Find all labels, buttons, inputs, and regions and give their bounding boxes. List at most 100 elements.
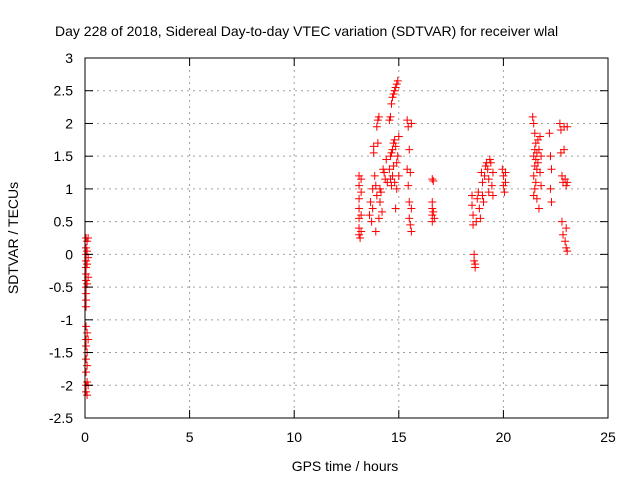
data-point: [559, 230, 568, 239]
data-point: [428, 175, 437, 184]
data-point: [484, 188, 493, 197]
data-point: [563, 122, 572, 131]
data-point: [355, 204, 364, 213]
data-point: [357, 211, 366, 220]
data-point: [392, 158, 401, 167]
data-point: [486, 158, 495, 167]
data-point: [405, 214, 414, 223]
data-point: [82, 387, 91, 396]
data-point: [373, 139, 382, 148]
data-point: [484, 175, 493, 184]
data-points: [82, 76, 572, 400]
y-tick-label: -2.5: [49, 410, 73, 426]
data-point: [430, 214, 439, 223]
data-point: [557, 217, 566, 226]
data-point: [357, 227, 366, 236]
data-point: [534, 145, 543, 154]
data-point: [394, 171, 403, 180]
data-point: [483, 165, 492, 174]
data-point: [407, 204, 416, 213]
data-point: [367, 217, 376, 226]
data-point: [406, 220, 415, 229]
data-point: [389, 139, 398, 148]
data-point: [374, 112, 383, 121]
data-point: [355, 181, 364, 190]
data-point: [545, 129, 554, 138]
data-point: [561, 175, 570, 184]
data-point: [478, 191, 487, 200]
y-tick-label: -2: [61, 377, 74, 393]
data-point: [372, 191, 381, 200]
data-point: [537, 181, 546, 190]
data-point: [83, 361, 92, 370]
data-point: [501, 178, 510, 187]
data-point: [394, 132, 403, 141]
data-point: [529, 119, 538, 128]
data-point: [373, 116, 382, 125]
data-point: [82, 342, 91, 350]
data-point: [562, 224, 571, 233]
data-point: [429, 177, 438, 186]
data-point: [536, 168, 545, 177]
data-point: [390, 86, 399, 95]
y-tick-label: 0.5: [54, 214, 74, 230]
data-point: [536, 132, 545, 141]
y-tick-label: 2.5: [54, 83, 74, 99]
data-point: [533, 135, 542, 144]
data-point: [355, 171, 364, 180]
data-point: [382, 155, 391, 164]
data-point: [357, 175, 366, 184]
data-point: [391, 142, 400, 151]
data-point: [481, 162, 490, 170]
data-point: [546, 152, 555, 161]
data-point: [378, 207, 387, 216]
data-point: [385, 116, 394, 125]
data-point: [385, 165, 394, 174]
data-point: [500, 188, 509, 197]
data-point: [391, 204, 400, 213]
data-point: [404, 181, 413, 190]
data-point: [501, 168, 510, 177]
data-point: [365, 211, 374, 220]
data-point: [478, 178, 487, 187]
data-point: [366, 198, 375, 206]
data-point: [388, 93, 397, 102]
data-point: [471, 263, 480, 272]
grid: [85, 58, 608, 418]
y-axis-tick-labels: -2.5 -2 -1.5 -1 -0.5 0 0.5 1 1.5 2 2.5 3: [49, 50, 73, 426]
data-point: [532, 194, 541, 203]
data-point: [428, 217, 437, 226]
x-tick-label: 15: [391, 429, 407, 445]
data-point: [355, 230, 364, 239]
data-point: [386, 175, 395, 184]
data-point: [531, 155, 540, 164]
data-point: [374, 214, 383, 223]
data-point: [387, 99, 396, 108]
x-axis-title: GPS time / hours: [292, 458, 399, 474]
x-tick-label: 0: [81, 429, 89, 445]
data-point: [406, 168, 415, 177]
data-point: [531, 178, 540, 187]
data-point: [386, 152, 395, 161]
data-point: [563, 247, 572, 256]
data-point: [468, 191, 477, 200]
data-point: [476, 214, 485, 223]
data-point: [488, 191, 497, 200]
data-point: [83, 279, 92, 288]
data-point: [368, 204, 377, 213]
data-point: [470, 256, 479, 265]
data-point: [82, 368, 91, 377]
data-point: [546, 184, 555, 193]
data-point: [83, 247, 92, 256]
data-point: [83, 328, 92, 337]
y-tick-label: 2: [65, 115, 73, 131]
data-point: [499, 171, 508, 180]
x-tick-label: 5: [186, 429, 194, 445]
y-tick-label: 1.5: [54, 148, 74, 164]
data-point: [537, 152, 546, 161]
data-point: [355, 194, 364, 203]
y-tick-label: -1.5: [49, 345, 73, 361]
data-point: [561, 237, 570, 246]
